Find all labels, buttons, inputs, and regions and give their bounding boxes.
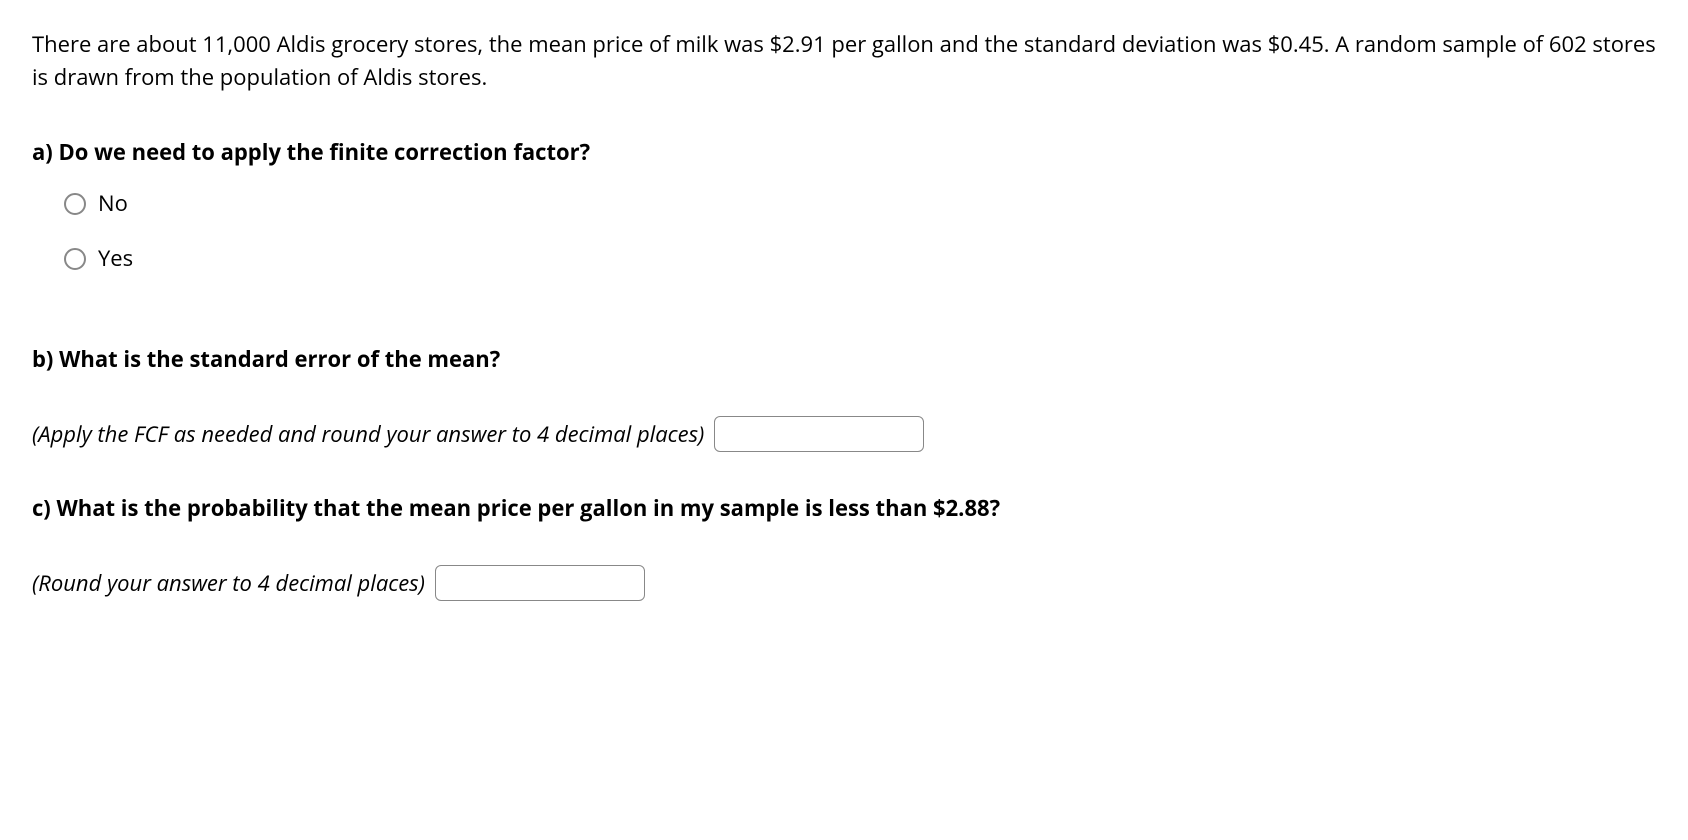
- radio-circle-icon: [64, 193, 86, 215]
- question-a-section: a) Do we need to apply the finite correc…: [32, 136, 1656, 275]
- radio-label-yes: Yes: [98, 242, 133, 275]
- radio-label-no: No: [98, 187, 128, 220]
- question-c-section: c) What is the probability that the mean…: [32, 492, 1656, 601]
- question-c-prompt: c) What is the probability that the mean…: [32, 492, 1656, 525]
- question-c-input[interactable]: [435, 565, 645, 601]
- question-a-prompt: a) Do we need to apply the finite correc…: [32, 136, 1656, 169]
- question-b-input[interactable]: [714, 416, 924, 452]
- radio-option-no[interactable]: No: [64, 187, 1656, 220]
- radio-option-yes[interactable]: Yes: [64, 242, 1656, 275]
- radio-circle-icon: [64, 248, 86, 270]
- question-c-hint: (Round your answer to 4 decimal places): [32, 567, 425, 600]
- question-b-prompt: b) What is the standard error of the mea…: [32, 343, 1656, 376]
- question-b-section: b) What is the standard error of the mea…: [32, 343, 1656, 376]
- question-a-options: No Yes: [64, 187, 1656, 275]
- intro-text: There are about 11,000 Aldis grocery sto…: [32, 28, 1656, 94]
- question-b-answer-row: (Apply the FCF as needed and round your …: [32, 416, 1656, 452]
- question-c-answer-row: (Round your answer to 4 decimal places): [32, 565, 1656, 601]
- question-b-hint: (Apply the FCF as needed and round your …: [32, 418, 704, 451]
